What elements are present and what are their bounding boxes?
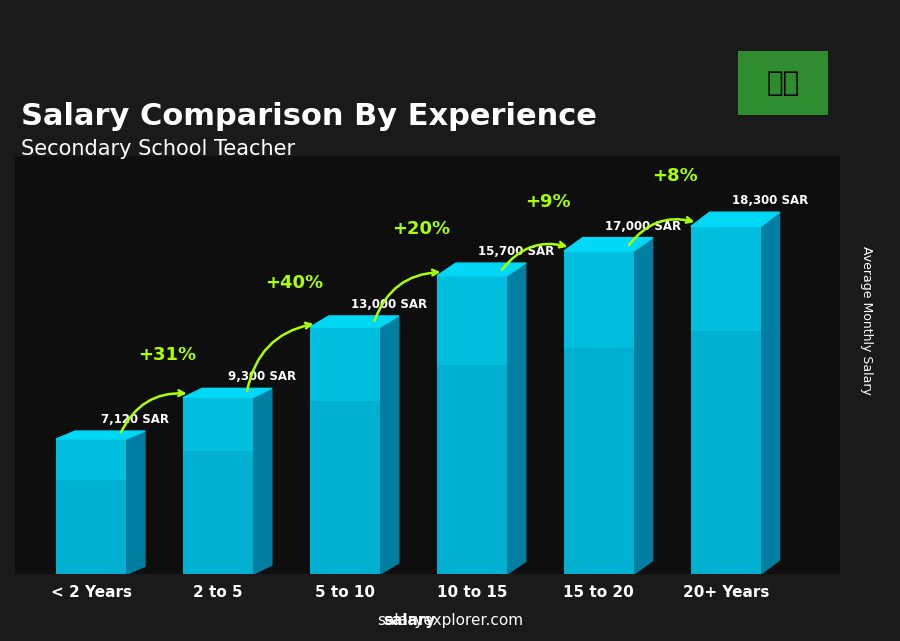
FancyBboxPatch shape — [310, 327, 380, 574]
Text: 18,300 SAR: 18,300 SAR — [732, 194, 808, 207]
FancyBboxPatch shape — [184, 397, 253, 574]
Text: +20%: +20% — [392, 221, 450, 238]
Polygon shape — [253, 388, 272, 574]
Polygon shape — [437, 263, 526, 276]
Polygon shape — [310, 316, 399, 327]
Text: 🇸🇦: 🇸🇦 — [767, 69, 799, 97]
Text: 13,000 SAR: 13,000 SAR — [351, 298, 428, 311]
FancyBboxPatch shape — [56, 439, 126, 574]
Polygon shape — [760, 212, 779, 574]
Polygon shape — [56, 431, 145, 439]
Text: 15,700 SAR: 15,700 SAR — [478, 245, 554, 258]
Text: +9%: +9% — [526, 194, 571, 212]
Polygon shape — [184, 388, 272, 397]
Polygon shape — [691, 212, 779, 226]
FancyBboxPatch shape — [437, 276, 507, 365]
Polygon shape — [380, 316, 399, 574]
Text: 17,000 SAR: 17,000 SAR — [605, 220, 681, 233]
FancyBboxPatch shape — [310, 327, 380, 401]
FancyBboxPatch shape — [437, 276, 507, 574]
Polygon shape — [564, 238, 652, 251]
Polygon shape — [126, 431, 145, 574]
Text: salary: salary — [383, 613, 436, 628]
FancyBboxPatch shape — [184, 397, 253, 451]
FancyBboxPatch shape — [564, 251, 634, 348]
FancyBboxPatch shape — [691, 226, 760, 574]
Text: 9,300 SAR: 9,300 SAR — [229, 370, 296, 383]
Text: 7,120 SAR: 7,120 SAR — [102, 413, 169, 426]
Text: +40%: +40% — [266, 274, 323, 292]
Text: Average Monthly Salary: Average Monthly Salary — [860, 246, 873, 395]
Text: +8%: +8% — [652, 167, 698, 185]
FancyBboxPatch shape — [56, 439, 126, 479]
Polygon shape — [634, 238, 652, 574]
Text: salaryexplorer.com: salaryexplorer.com — [377, 613, 523, 628]
Polygon shape — [507, 263, 526, 574]
FancyBboxPatch shape — [564, 251, 634, 574]
Text: +31%: +31% — [139, 346, 196, 364]
Text: Salary Comparison By Experience: Salary Comparison By Experience — [22, 102, 598, 131]
Text: Secondary School Teacher: Secondary School Teacher — [22, 139, 295, 160]
FancyBboxPatch shape — [691, 226, 760, 331]
